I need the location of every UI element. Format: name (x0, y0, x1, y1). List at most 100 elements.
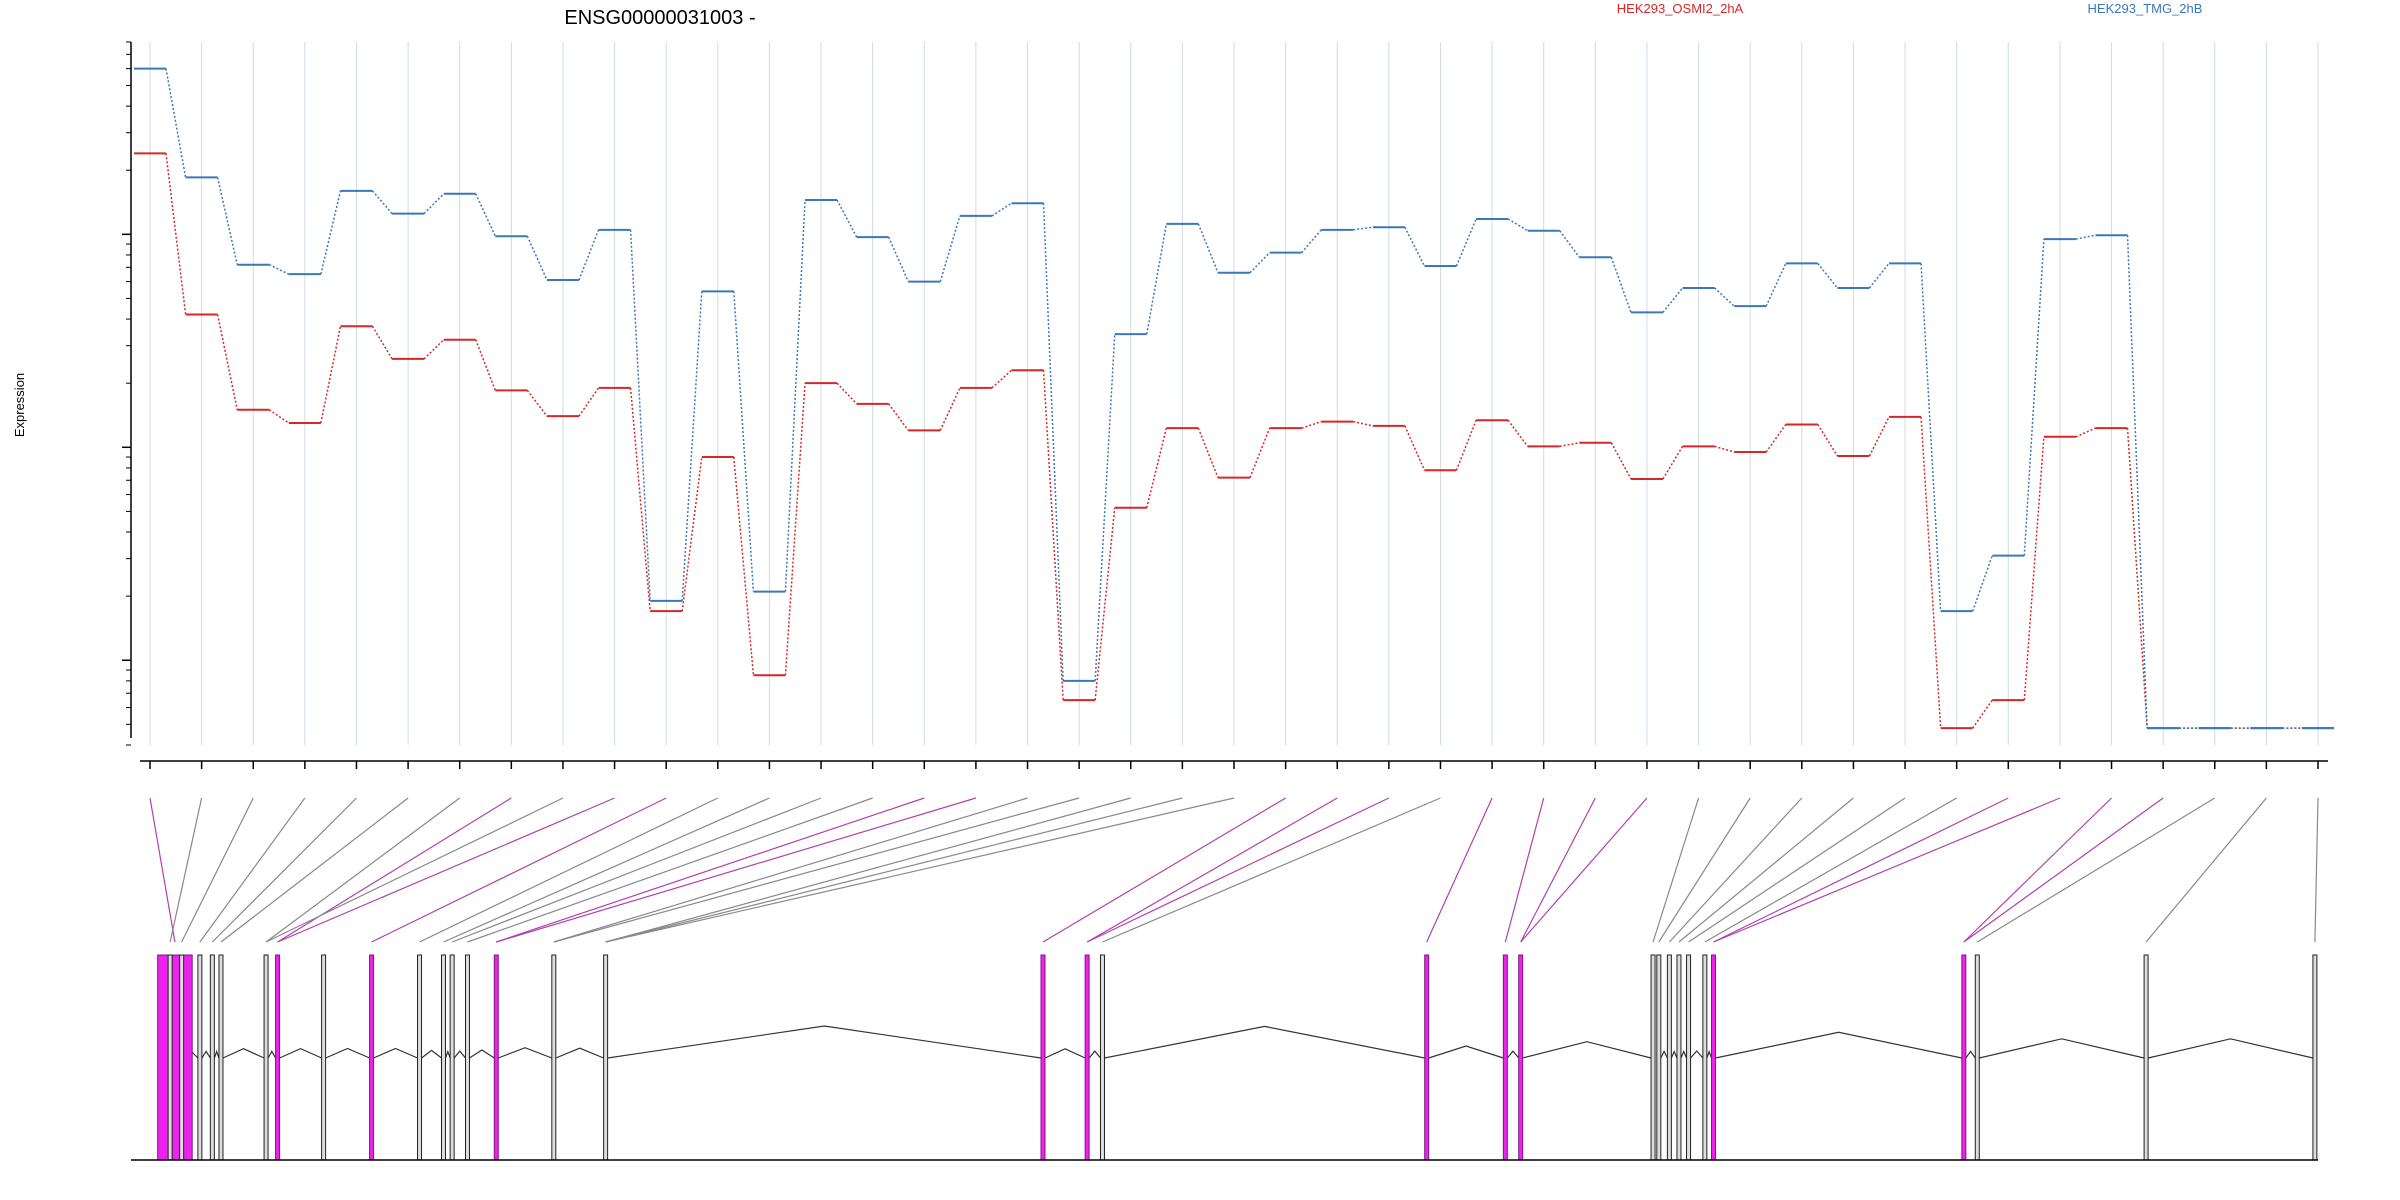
series-connector (991, 369, 1013, 389)
series-connector (578, 229, 600, 281)
exon-connector (496, 797, 925, 943)
exon-connector (443, 797, 770, 943)
exon (179, 954, 185, 1161)
series-connector (2075, 234, 2096, 240)
series-connector (1301, 420, 1322, 429)
exon (603, 954, 609, 1161)
intron (325, 1047, 370, 1059)
exon-connector (1713, 797, 2009, 943)
series-connector (1146, 223, 1168, 335)
series-connector (1404, 425, 1426, 471)
exon (441, 954, 447, 1161)
exon-connector (1520, 797, 1648, 943)
series-connector (423, 193, 445, 215)
exon-connector (265, 797, 461, 943)
intron (1506, 1050, 1520, 1059)
intron (222, 1048, 265, 1059)
exon (1518, 954, 1524, 1161)
exon (1676, 954, 1682, 1161)
intron (1660, 1050, 1668, 1059)
exon-connector (1086, 797, 1390, 943)
intron (607, 1025, 1042, 1059)
intron (1670, 1050, 1678, 1059)
exon-connector (605, 797, 1235, 943)
series-connector (1765, 424, 1787, 453)
series-connector (629, 229, 651, 601)
exon-connector (1963, 797, 2112, 943)
exon-connector (211, 797, 357, 943)
exon (1502, 954, 1508, 1161)
exon-connector (1668, 797, 1803, 943)
exon (1961, 954, 1967, 1161)
exon (551, 954, 557, 1161)
exon (1424, 954, 1430, 1161)
exon-connector (451, 797, 822, 943)
series-connector (1559, 442, 1580, 448)
intron (267, 1050, 277, 1059)
series-connector (2023, 436, 2045, 701)
series-connector (1714, 445, 1735, 453)
exon (464, 954, 470, 1161)
intron (453, 1050, 466, 1059)
series-connector (526, 235, 548, 281)
series-connector (1610, 257, 1632, 313)
grid-lines (149, 42, 2319, 745)
exon (1040, 954, 1046, 1161)
intron (1088, 1050, 1101, 1059)
exon (275, 954, 281, 1161)
exon-connector (553, 797, 1028, 943)
series-connector (1662, 287, 1684, 313)
series-connector (1455, 419, 1477, 471)
legend-entry-series-a: HEK293_OSMI2_2hA (1617, 1, 1744, 16)
series-connector (1042, 370, 1064, 701)
chart-title: ENSG00000031003 - (564, 7, 755, 29)
exon (197, 954, 203, 1161)
intron (1680, 1050, 1688, 1059)
exon (1084, 954, 1090, 1161)
series-connector (836, 382, 858, 405)
exon (417, 954, 423, 1161)
series-connector (784, 383, 806, 676)
series-1 (133, 67, 2335, 730)
exon-connector (1086, 797, 1338, 943)
series-connector (1610, 442, 1632, 480)
exon (493, 954, 499, 1161)
intron (1044, 1048, 1086, 1059)
exon (1650, 954, 1656, 1161)
exon-connector (1704, 797, 1957, 943)
series-connector (1301, 229, 1322, 254)
exon (218, 954, 224, 1161)
exon-connector (1426, 797, 1493, 943)
exon-connector (605, 797, 1183, 943)
series-connector (2075, 427, 2096, 438)
series-connector (423, 339, 445, 360)
series-connector (1714, 287, 1735, 307)
series-connector (1868, 262, 1890, 289)
series-connector (1094, 507, 1116, 701)
intron (444, 1049, 451, 1059)
exon-connector (181, 797, 254, 943)
exon-connector (1102, 797, 1441, 943)
exon-connector (169, 797, 203, 943)
series-connector (888, 403, 909, 431)
x-axis (140, 760, 2328, 769)
exon (2143, 954, 2149, 1161)
series-connector (2023, 239, 2045, 556)
intron (1522, 1041, 1652, 1059)
exon (1710, 954, 1716, 1161)
exon (1686, 954, 1692, 1161)
series-lines (133, 67, 2335, 730)
exon (1702, 954, 1708, 1161)
series-connector (526, 389, 548, 417)
intron (201, 1050, 211, 1059)
exon-connector (553, 797, 1080, 943)
intron (1979, 1038, 2145, 1059)
intron (469, 1049, 495, 1059)
exon (449, 954, 455, 1161)
exon-connector (1688, 797, 1906, 943)
exon (263, 954, 269, 1161)
series-connector (1455, 218, 1477, 267)
intron (2147, 1038, 2314, 1059)
exon-connector (149, 797, 176, 943)
